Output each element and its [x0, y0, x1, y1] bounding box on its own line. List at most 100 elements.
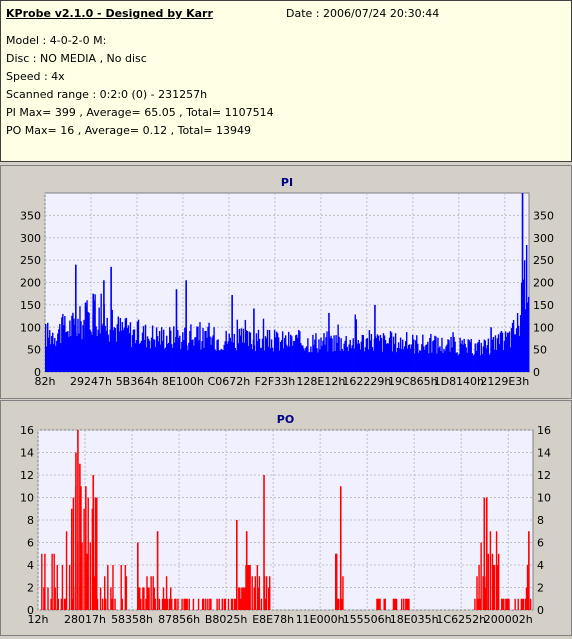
- data-bar: [136, 321, 139, 372]
- data-bar: [280, 340, 283, 372]
- data-bar: [397, 342, 400, 372]
- data-bar: [108, 341, 110, 372]
- data-bar: [312, 334, 314, 372]
- data-bar: [314, 339, 316, 372]
- data-bar: [107, 334, 109, 372]
- data-bar: [93, 300, 95, 372]
- data-bar: [53, 553, 55, 610]
- data-bar: [300, 343, 302, 372]
- data-bar: [385, 344, 388, 372]
- data-bar: [93, 576, 96, 610]
- data-bar: [65, 531, 68, 610]
- data-bar: [156, 336, 159, 372]
- data-bar: [470, 339, 472, 372]
- data-bar: [297, 338, 299, 372]
- y-tick-left: 2: [27, 582, 34, 595]
- data-bar: [226, 343, 228, 372]
- data-bar: [441, 337, 443, 372]
- data-bar: [355, 319, 357, 372]
- data-bar: [101, 325, 103, 372]
- data-bar: [480, 542, 482, 610]
- data-bar: [423, 346, 425, 372]
- data-bar: [65, 332, 67, 372]
- data-spike: [110, 266, 112, 372]
- data-bar: [342, 350, 344, 372]
- data-bar: [198, 340, 200, 372]
- data-spike: [156, 531, 159, 610]
- data-bar: [366, 338, 369, 372]
- data-bar: [503, 598, 505, 610]
- data-bar: [234, 598, 237, 610]
- data-bar: [204, 331, 206, 372]
- data-bar: [371, 347, 374, 372]
- data-bar: [305, 347, 307, 372]
- y-tick-right: 2: [537, 582, 544, 595]
- data-bar: [341, 348, 343, 372]
- data-bar: [429, 337, 431, 372]
- data-bar: [142, 587, 144, 610]
- data-bar: [339, 350, 341, 372]
- data-bar: [115, 341, 117, 372]
- data-bar: [68, 565, 71, 610]
- data-bar: [493, 349, 496, 372]
- data-bar: [398, 348, 401, 372]
- data-bar: [99, 333, 101, 372]
- data-bar: [95, 326, 97, 372]
- data-bar: [90, 331, 92, 372]
- data-bar: [432, 341, 434, 372]
- data-bar: [522, 279, 525, 372]
- y-tick-right: 12: [537, 469, 551, 482]
- data-bar: [419, 350, 421, 372]
- data-bar: [233, 333, 235, 372]
- data-bar: [170, 587, 172, 610]
- y-tick-right: 6: [537, 537, 544, 550]
- data-bar: [152, 339, 155, 372]
- data-bar: [106, 317, 108, 372]
- data-bar: [139, 342, 142, 372]
- data-bar: [525, 245, 528, 372]
- data-bar: [466, 352, 468, 372]
- data-bar: [113, 327, 115, 372]
- data-bar: [344, 340, 346, 372]
- data-bar: [500, 330, 503, 372]
- data-spike: [103, 280, 105, 372]
- speed-line: Speed : 4x: [6, 70, 65, 83]
- data-bar: [524, 598, 527, 610]
- data-bar: [264, 336, 267, 372]
- data-bar: [524, 309, 527, 372]
- y-tick-right: 200: [533, 277, 554, 290]
- data-bar: [191, 339, 193, 372]
- data-bar: [337, 324, 339, 372]
- data-bar: [448, 340, 450, 372]
- data-bar: [444, 350, 446, 372]
- data-bar: [507, 598, 509, 610]
- data-bar: [213, 327, 215, 372]
- data-bar: [174, 342, 176, 372]
- data-bar: [409, 344, 411, 372]
- data-bar: [212, 335, 214, 372]
- data-bar: [175, 598, 177, 610]
- data-bar: [228, 333, 230, 372]
- data-bar: [411, 344, 413, 372]
- data-bar: [408, 598, 410, 610]
- data-bar: [68, 336, 70, 372]
- data-bar: [214, 349, 216, 372]
- data-bar: [182, 332, 184, 372]
- scanned-range-line: Scanned range : 0:2:0 (0) - 231257h: [6, 88, 208, 101]
- data-bar: [327, 351, 329, 372]
- data-spike: [84, 302, 87, 372]
- data-bar: [406, 348, 409, 372]
- data-bar: [112, 330, 114, 372]
- data-bar: [88, 312, 90, 372]
- data-bar: [311, 352, 313, 372]
- data-bar: [434, 335, 436, 372]
- data-bar: [201, 341, 203, 372]
- data-bar: [324, 344, 326, 372]
- data-bar: [267, 587, 270, 610]
- data-bar: [278, 350, 281, 372]
- data-bar: [120, 565, 122, 610]
- data-bar: [266, 329, 269, 372]
- data-bar: [104, 576, 106, 610]
- data-bar: [81, 542, 83, 610]
- data-bar: [46, 346, 48, 372]
